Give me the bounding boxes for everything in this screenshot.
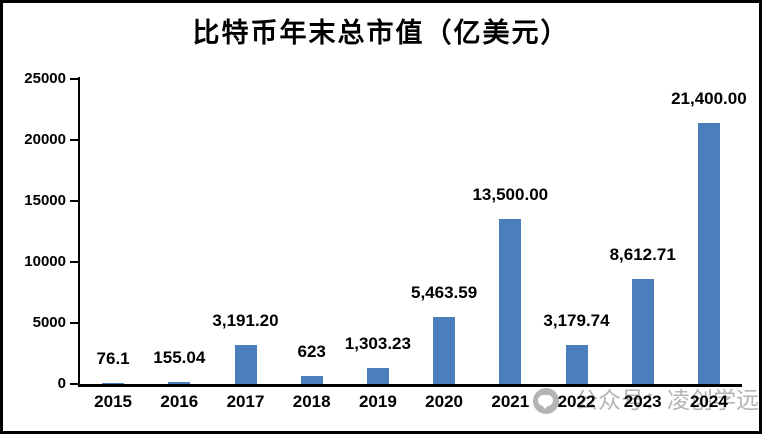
bar-2019 — [366, 368, 389, 384]
chart-title: 比特币年末总市值（亿美元） — [192, 18, 570, 49]
y-tick-label-10000: 10000 — [24, 253, 66, 270]
y-tick-label-5000: 5000 — [32, 314, 66, 331]
value-label-2020: 5,463.59 — [411, 283, 478, 303]
y-axis-tick — [70, 200, 78, 202]
bar-2020 — [433, 317, 456, 384]
value-label-2022: 3,179.74 — [543, 311, 610, 331]
x-tick-label-2022: 2022 — [557, 392, 596, 411]
y-axis-tick — [70, 78, 78, 80]
y-axis-line — [78, 77, 80, 387]
bar-2015 — [102, 383, 125, 385]
x-tick-label-2017: 2017 — [226, 392, 265, 411]
value-label-2021: 13,500.00 — [472, 185, 549, 205]
value-label-2023: 8,612.71 — [609, 244, 676, 264]
x-tick-label-2020: 2020 — [425, 392, 463, 411]
x-tick-label-2024: 2024 — [689, 392, 728, 411]
x-tick-label-2023: 2023 — [623, 392, 662, 411]
x-tick-label-2021: 2021 — [491, 392, 530, 411]
y-axis-tick — [70, 261, 78, 263]
x-tick-label-2015: 2015 — [94, 392, 132, 411]
bar-2021 — [499, 219, 522, 384]
x-tick-label-2019: 2019 — [358, 392, 397, 411]
x-tick-label-2018: 2018 — [292, 392, 331, 411]
y-tick-label-0: 0 — [57, 375, 66, 392]
y-axis-tick — [70, 383, 78, 385]
bar-2018 — [300, 376, 323, 384]
bar-2022 — [565, 345, 588, 384]
y-tick-label-20000: 20000 — [24, 131, 66, 148]
bar-2023 — [631, 278, 654, 384]
value-label-2018: 623 — [297, 342, 326, 362]
value-label-2015: 76.1 — [96, 349, 130, 369]
value-label-2024: 21,400.00 — [671, 88, 747, 108]
value-label-2019: 1,303.23 — [344, 334, 411, 354]
x-axis-line — [78, 384, 742, 387]
value-label-2017: 3,191.20 — [212, 311, 279, 331]
y-tick-label-25000: 25000 — [24, 70, 66, 87]
value-label-2016: 155.04 — [153, 348, 206, 368]
bar-2024 — [697, 122, 720, 384]
y-tick-label-15000: 15000 — [24, 192, 66, 209]
bar-2016 — [168, 382, 191, 384]
bar-2017 — [234, 345, 257, 384]
y-axis-tick — [70, 139, 78, 141]
y-axis-tick — [70, 322, 78, 324]
x-tick-label-2016: 2016 — [160, 392, 199, 411]
